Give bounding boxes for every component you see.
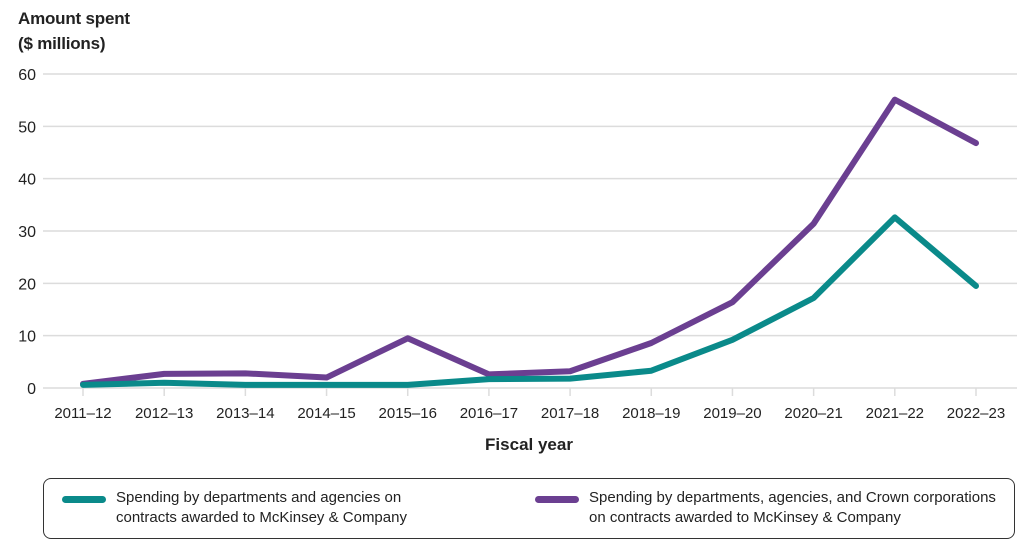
legend-label: Spending by departments and agencies on … xyxy=(116,488,407,528)
x-tick-label: 2019–20 xyxy=(703,405,761,422)
legend-swatch-purple xyxy=(535,496,579,503)
y-tick-label: 10 xyxy=(18,329,36,346)
y-tick-label: 60 xyxy=(18,67,36,84)
y-tick-label: 40 xyxy=(18,172,36,189)
x-tick-label: 2018–19 xyxy=(622,405,680,422)
x-axis-title: Fiscal year xyxy=(485,435,573,454)
y-tick-label: 30 xyxy=(18,224,36,241)
series-departments-agencies xyxy=(80,214,979,388)
y-tick-label: 20 xyxy=(18,276,36,293)
legend-item-departments-agencies: Spending by departments and agencies on … xyxy=(62,488,407,528)
y-tick-label: 0 xyxy=(27,381,36,398)
x-tick-label: 2013–14 xyxy=(216,405,274,422)
legend-label-line-2: contracts awarded to McKinsey & Company xyxy=(116,509,407,526)
line-chart: 0 10 20 30 40 50 60 2011–12 2012–13 2013–14 2014–1… xyxy=(18,67,1017,454)
legend-label-line-1: Spending by departments, agencies, and C… xyxy=(589,489,996,506)
x-tick-label: 2011–12 xyxy=(54,405,111,422)
legend-label: Spending by departments, agencies, and C… xyxy=(589,488,996,528)
x-tick-label: 2022–23 xyxy=(947,405,1005,422)
legend-label-line-2: on contracts awarded to McKinsey & Compa… xyxy=(589,509,901,526)
x-tick-label: 2017–18 xyxy=(541,405,599,422)
y-axis-title-line-1: Amount spent xyxy=(18,9,130,28)
x-tick-label: 2012–13 xyxy=(135,405,193,422)
y-axis-title: Amount spent ($ millions) xyxy=(18,6,130,56)
x-tick-label: 2021–22 xyxy=(866,405,924,422)
y-axis-title-line-2: ($ millions) xyxy=(18,34,106,53)
x-tick-label: 2014–15 xyxy=(297,405,355,422)
legend-swatch-teal xyxy=(62,496,106,503)
legend: Spending by departments and agencies on … xyxy=(43,478,1015,539)
series-line xyxy=(80,96,979,387)
legend-item-including-crown-corporations: Spending by departments, agencies, and C… xyxy=(535,488,996,528)
series-line xyxy=(80,214,979,388)
x-tick-label: 2015–16 xyxy=(379,405,437,422)
x-tick-label: 2016–17 xyxy=(460,405,518,422)
y-tick-label: 50 xyxy=(18,119,36,136)
series-including-crown-corporations xyxy=(80,96,979,387)
legend-label-line-1: Spending by departments and agencies on xyxy=(116,489,402,506)
x-tick-label: 2020–21 xyxy=(784,405,842,422)
